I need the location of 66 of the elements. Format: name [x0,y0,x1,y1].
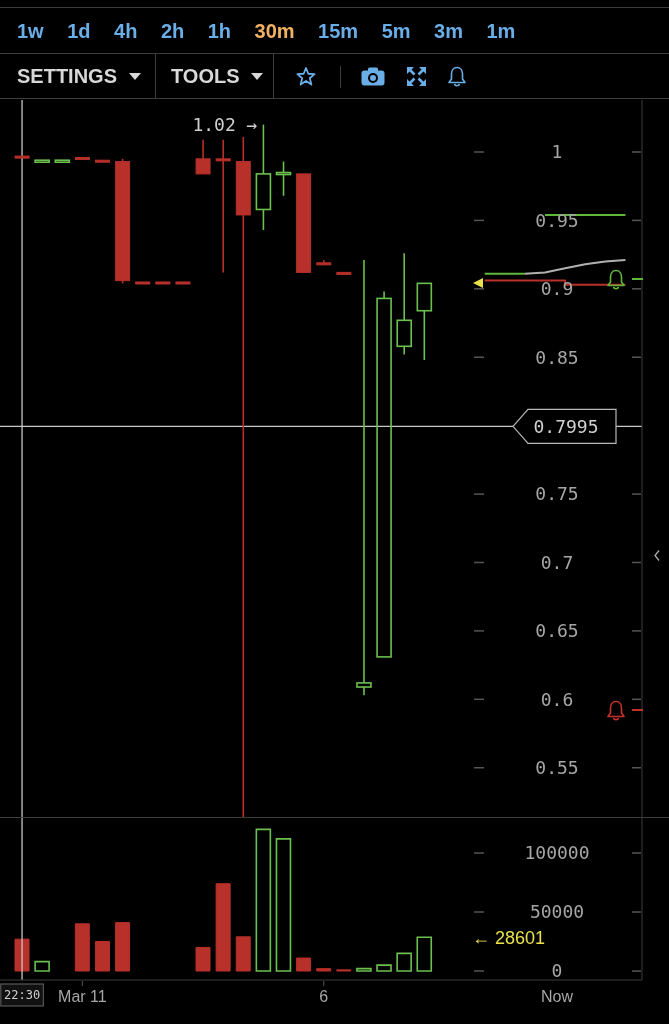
candlestick [155,281,171,285]
candlestick [235,136,251,817]
candlestick [215,138,231,274]
y-tick-label: 0 [551,960,563,982]
annotation: ← 28601 [472,927,546,948]
text: 1h [207,19,232,44]
bar [376,964,392,972]
candlestick [356,259,372,697]
text: 1w [17,19,44,44]
y-tick-label: 0.75 [535,483,579,505]
text: 4h [114,19,138,44]
bar [275,838,292,972]
bar [316,968,332,972]
bar [396,952,412,972]
bar [416,936,433,972]
x-tick-label: 6 [319,987,329,1005]
text: 2h [160,19,185,44]
bar [115,922,131,972]
text: Now [540,987,574,1005]
candlestick [175,281,191,285]
y-tick-label: 0.85 [535,346,579,368]
candlestick [376,290,392,658]
candlestick [74,156,90,160]
candlestick [416,282,433,361]
bar [74,923,90,972]
annotation: 1.02 → [192,113,258,135]
y-tick-label: 50000 [529,901,585,923]
y-tick-label: 100000 [524,842,590,864]
bar [94,941,110,972]
text: 1d [67,19,91,44]
y-tick-label: 0.65 [535,620,579,642]
ref-line-label: 0.7995 [533,415,599,437]
bar [356,967,372,972]
bar [255,828,272,972]
candlestick [135,281,151,285]
text: 1m [486,19,516,44]
y-tick-label: 0.55 [535,757,579,779]
y-tick-label: 0.7 [540,551,574,573]
bar [235,936,251,972]
candlestick [255,123,272,231]
bar [195,946,211,972]
candlestick [396,252,412,356]
text: 15m [318,19,359,44]
bar [34,960,50,972]
candlestick [296,173,312,273]
y-tick-label: 0.6 [540,688,574,710]
candlestick [14,155,30,159]
text: TOOLS [171,64,240,89]
candlestick [195,138,211,175]
y-tick-label: 1 [551,141,563,163]
bar [296,957,312,972]
candlestick [34,159,50,164]
y-tick-label: 0.95 [535,209,579,231]
candlestick [54,159,71,164]
candlestick [95,159,111,163]
text: SETTINGS [17,64,118,89]
y-tick-label: 0.9 [540,278,574,300]
candlestick [316,259,332,266]
text: 30m [254,19,295,44]
line-series [523,259,627,275]
bar [215,883,231,972]
candlestick [336,271,352,275]
text: 3m [434,19,463,44]
text: 5m [381,19,411,44]
x-tick-label: Mar 11 [58,987,107,1005]
x-tick-label: 22:30 [3,988,41,1003]
